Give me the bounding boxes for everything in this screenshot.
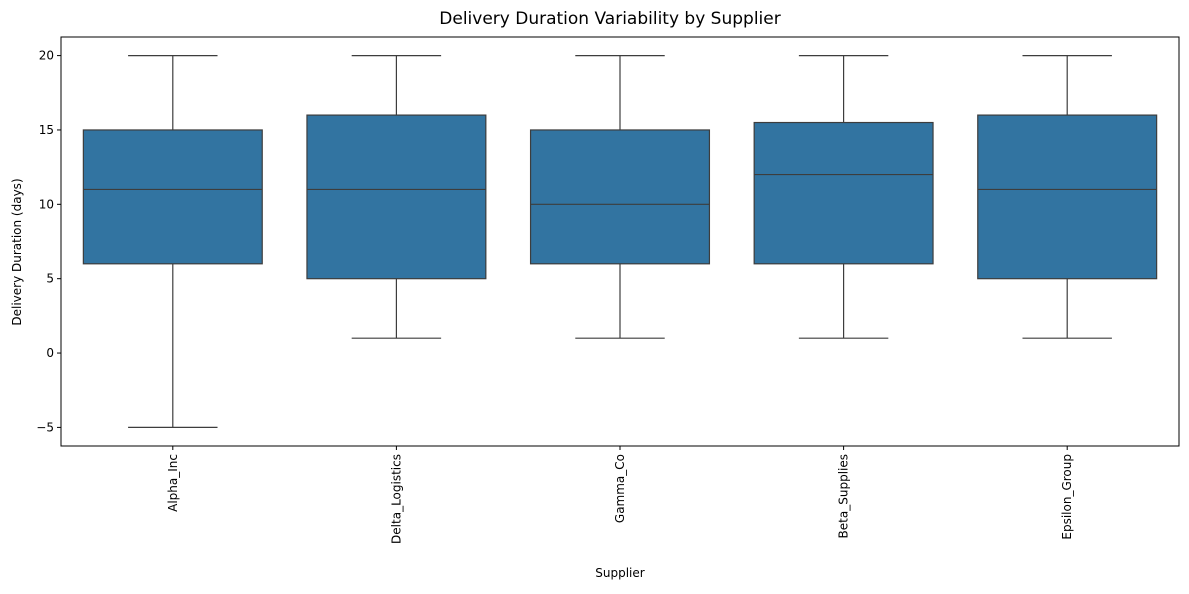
plot-area: Alpha_Inc Delta_Logistics Gamma_Co Beta_Sup… [36,36,1180,544]
x-tick-label-beta-supplies: Beta_Supplies [837,454,851,538]
y-tick-label: 20 [39,49,54,63]
chart-title: Delivery Duration Variability by Supplie… [439,9,780,29]
x-axis-label: Supplier [595,566,645,580]
box-gamma-co [529,129,711,265]
x-tick-label-alpha-inc: Alpha_Inc [166,454,180,512]
box-delta-logistics [306,114,487,280]
x-tick-label-gamma-co: Gamma_Co [613,454,627,523]
x-tick-label-delta-logistics: Delta_Logistics [389,454,403,544]
y-tick-label: −5 [36,420,54,434]
x-tick-label-epsilon-group: Epsilon_Group [1060,454,1074,540]
y-tick-label: 0 [46,346,54,360]
axes-frame [60,36,1180,447]
box-epsilon-group [977,114,1158,280]
y-axis-label: Delivery Duration (days) [10,178,24,325]
y-tick-label: 5 [46,272,54,286]
box-beta-supplies [753,121,934,265]
box-alpha-inc [82,129,263,265]
y-tick-label: 10 [39,197,54,211]
y-tick-label: 15 [39,123,54,137]
